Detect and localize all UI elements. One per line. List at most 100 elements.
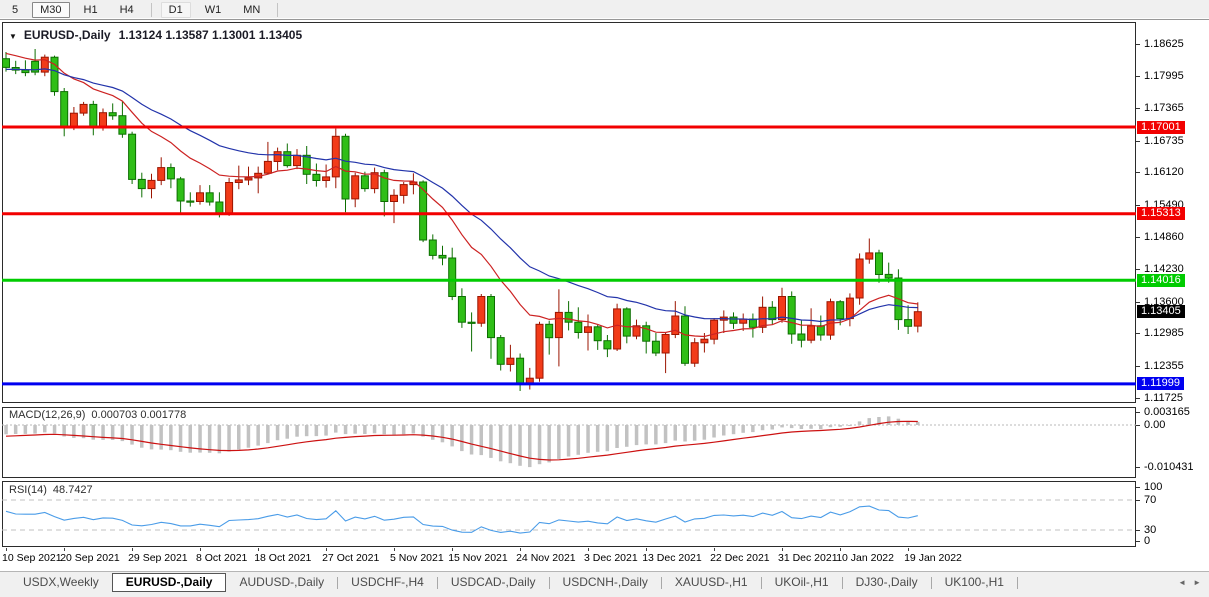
date-tick-mark	[908, 548, 910, 551]
date-tick-mark	[64, 548, 66, 551]
tf-button-mn[interactable]: MN	[243, 3, 261, 16]
date-tick-mark	[394, 548, 395, 551]
date-tick-mark	[588, 548, 589, 551]
tf-button-w1[interactable]: W1	[204, 3, 222, 16]
date-tick-label: 10 Sep 2021	[2, 552, 62, 564]
tab-eurusd-daily[interactable]: EURUSD-,Daily	[111, 573, 227, 592]
tab-xauusd-h1[interactable]: XAUUSD-,H1	[674, 575, 748, 589]
price-axis[interactable]: 1.18625 1.17995 1.17365 1.16735 1.16120 1.154…	[1136, 0, 1209, 548]
date-tick-label: 15 Nov 2021	[448, 552, 508, 564]
tab-separator	[660, 577, 662, 589]
tab-usdcnh-daily[interactable]: USDCNH-,Daily	[562, 575, 648, 589]
toolbar-separator	[277, 2, 279, 17]
date-tick-mark	[452, 548, 454, 551]
date-tick-label: 24 Nov 2021	[516, 552, 576, 564]
price-tick-label: 1.13600	[1136, 296, 1184, 308]
tf-button-m30[interactable]: M30	[32, 1, 70, 18]
tab-uk100-h1[interactable]: UK100-,H1	[944, 575, 1004, 589]
price-tick-label: 1.17995	[1136, 70, 1184, 82]
macd-panel-canvas[interactable]	[0, 407, 1137, 478]
price-tick-label: 1.14230	[1136, 263, 1184, 275]
price-tick-label: 1.12985	[1136, 327, 1184, 339]
date-tick-mark	[714, 548, 716, 551]
price-chart-canvas[interactable]	[0, 22, 1137, 403]
time-axis[interactable]: 10 Sep 2021 20 Sep 2021 29 Sep 2021 8 Oct 2…	[0, 548, 1137, 570]
macd-values: 0.000703 0.001778	[91, 409, 187, 421]
price-tick-label: 1.18625	[1136, 38, 1184, 50]
tab-usdcad-daily[interactable]: USDCAD-,Daily	[450, 575, 536, 589]
tab-separator	[760, 577, 762, 589]
date-tick-mark	[326, 548, 328, 551]
price-tick-label: 1.11725	[1136, 392, 1183, 404]
tab-audusd-daily[interactable]: AUDUSD-,Daily	[239, 575, 325, 589]
tabs-scroll-right-icon[interactable]: ►	[1193, 578, 1201, 587]
date-tick-mark	[258, 548, 260, 551]
level-price-badge: 1.15313	[1137, 207, 1185, 221]
tab-separator	[337, 577, 339, 589]
date-tick-label: 13 Dec 2021	[642, 552, 702, 564]
tab-usdchf-h4[interactable]: USDCHF-,H4	[351, 575, 424, 589]
toolbar-separator	[150, 2, 152, 17]
date-tick-mark	[840, 548, 842, 551]
rsi-tick-label: 0	[1136, 535, 1150, 547]
rsi-tick-label: 30	[1136, 524, 1156, 536]
rsi-tick-label: 70	[1136, 494, 1156, 506]
tf-button-d1[interactable]: D1	[160, 1, 191, 18]
tab-separator	[436, 577, 438, 589]
date-tick-label: 10 Jan 2022	[836, 552, 894, 564]
macd-tick-label: 0.003165	[1136, 406, 1190, 418]
chart-tabs-bar: USDX,Weekly EURUSD-,Daily AUDUSD-,Daily USD…	[0, 571, 1209, 597]
date-tick-mark	[520, 548, 522, 551]
macd-tick-label: 0.00	[1136, 419, 1165, 431]
price-tick-label: 1.16735	[1136, 135, 1184, 147]
chart-symbol-period: EURUSD-,Daily	[23, 28, 111, 42]
price-tick-label: 1.12355	[1136, 360, 1184, 372]
date-tick-label: 31 Dec 2021	[778, 552, 838, 564]
level-price-badge: 1.17001	[1137, 120, 1185, 134]
date-tick-label: 3 Dec 2021	[584, 552, 638, 564]
tab-ukoil-h1[interactable]: UKOil-,H1	[774, 575, 829, 589]
rsi-frame	[2, 481, 1136, 547]
date-tick-label: 5 Nov 2021	[390, 552, 444, 564]
date-tick-label: 27 Oct 2021	[322, 552, 380, 564]
macd-indicator-label: MACD(12,26,9) 0.000703 0.001778	[9, 409, 186, 421]
price-tick-label: 1.16120	[1136, 166, 1184, 178]
rsi-line	[5, 505, 918, 534]
date-tick-label: 29 Sep 2021	[128, 552, 188, 564]
tabs-scroll-left-icon[interactable]: ◄	[1178, 578, 1187, 587]
rsi-name: RSI(14)	[9, 484, 47, 496]
date-tick-label: 18 Oct 2021	[254, 552, 312, 564]
level-price-badge: 1.11999	[1137, 377, 1184, 391]
date-tick-label: 8 Oct 2021	[196, 552, 248, 564]
chart-title: ▼ EURUSD-,Daily 1.13124 1.13587 1.13001 1.…	[9, 28, 302, 42]
tab-separator	[1016, 577, 1018, 589]
current-price-badge: 1.13405	[1137, 305, 1185, 319]
tf-button-5[interactable]: 5	[12, 3, 19, 16]
price-tick-label: 1.14860	[1136, 231, 1184, 243]
rsi-indicator-label: RSI(14) 48.7427	[9, 484, 93, 496]
tab-usdx-weekly[interactable]: USDX,Weekly	[23, 575, 99, 589]
date-tick-label: 22 Dec 2021	[710, 552, 770, 564]
macd-histogram	[4, 416, 920, 468]
tf-button-h1[interactable]: H1	[83, 3, 98, 16]
tf-button-h4[interactable]: H4	[119, 3, 134, 16]
ma-slow-line	[6, 68, 918, 323]
date-tick-mark	[646, 548, 648, 551]
tab-separator	[841, 577, 843, 589]
tab-separator	[930, 577, 932, 589]
timeframe-toolbar: 5 M30 H1 H4 D1 W1 MN	[0, 0, 1209, 20]
date-tick-label: 20 Sep 2021	[60, 552, 120, 564]
rsi-tick-label: 100	[1136, 481, 1162, 493]
tab-scroll-arrows: ◄ ►	[1171, 578, 1201, 587]
macd-signal-line	[5, 420, 918, 461]
horizontal-level-lines[interactable]	[2, 125, 1136, 386]
symbol-dropdown-icon[interactable]: ▼	[9, 32, 17, 41]
tab-dj30-daily[interactable]: DJ30-,Daily	[855, 575, 918, 589]
date-tick-mark	[6, 548, 7, 551]
chart-ohlc-values: 1.13124 1.13587 1.13001 1.13405	[118, 28, 303, 42]
rsi-panel-canvas[interactable]	[0, 481, 1137, 547]
ma-fast-line	[5, 52, 918, 338]
date-tick-mark	[782, 548, 783, 551]
tab-separator	[548, 577, 550, 589]
